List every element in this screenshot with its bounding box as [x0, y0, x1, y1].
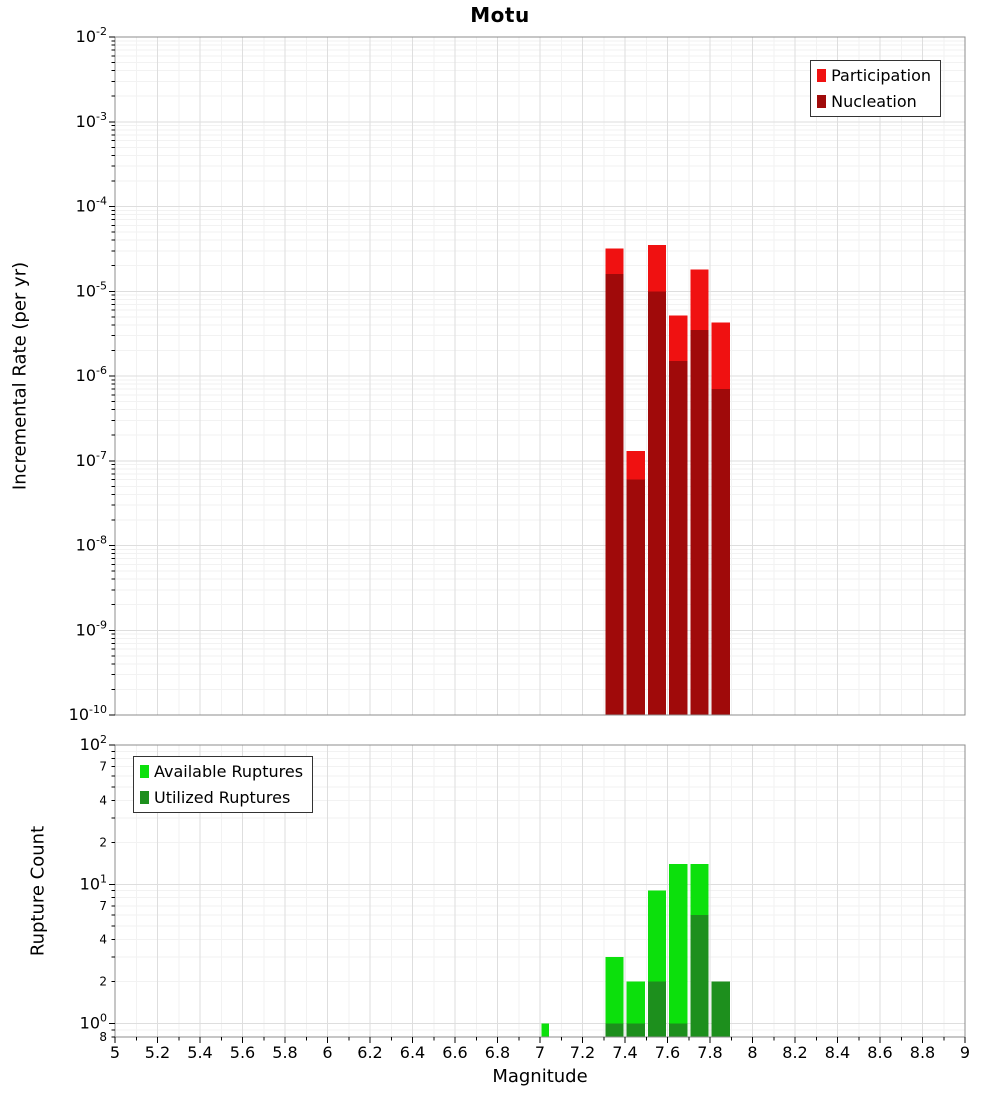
- legend-label: Utilized Ruptures: [154, 788, 291, 807]
- svg-text:5: 5: [110, 1043, 120, 1062]
- bar-utilized-ruptures: [669, 1023, 688, 1037]
- svg-text:10-2: 10-2: [76, 25, 107, 46]
- svg-text:8.4: 8.4: [825, 1043, 850, 1062]
- axis-tick-labels: 5 5.2 5.4 5.6 5.8 6 6.2 6.4 6.6 6.8 7 7.2 7.4 7.6 7.8 8…: [80, 733, 970, 1062]
- bar-utilized-ruptures: [605, 1023, 624, 1037]
- svg-text:6.2: 6.2: [357, 1043, 382, 1062]
- svg-text:8: 8: [747, 1043, 757, 1062]
- legend-label: Available Ruptures: [154, 762, 304, 781]
- legend-swatch-participation: [817, 69, 827, 82]
- svg-text:10-4: 10-4: [76, 195, 107, 216]
- legend-swatch-utilized-ruptures: [140, 791, 149, 804]
- svg-text:8.2: 8.2: [782, 1043, 807, 1062]
- bar-utilized-ruptures: [690, 915, 709, 1037]
- svg-text:2: 2: [99, 975, 107, 989]
- bar-available-ruptures: [605, 957, 624, 1037]
- grid-major: [115, 37, 965, 715]
- svg-text:2: 2: [99, 835, 107, 849]
- svg-text:8: 8: [99, 1030, 107, 1044]
- svg-text:10-5: 10-5: [76, 279, 107, 300]
- svg-text:6.8: 6.8: [485, 1043, 510, 1062]
- axis-tick-labels: 10-2 10-3 10-4 10-5 10-6 10-7 10-8 10-9 10-10: [69, 25, 107, 724]
- legend-item-participation: Participation: [817, 65, 931, 86]
- legend-swatch-nucleation: [817, 95, 827, 108]
- svg-text:7: 7: [99, 760, 107, 774]
- legend-item-nucleation: Nucleation: [817, 91, 931, 112]
- bar-utilized-ruptures: [711, 981, 730, 1037]
- svg-text:5.4: 5.4: [187, 1043, 212, 1062]
- rate-panel: 10-2 10-3 10-4 10-5 10-6 10-7 10-8 10-9 10-10: [69, 25, 966, 724]
- legend-label: Participation: [831, 66, 931, 85]
- series-nucleation: [605, 273, 730, 715]
- rate-legend: Participation Nucleation: [810, 60, 941, 117]
- svg-text:102: 102: [80, 733, 107, 754]
- svg-text:7.4: 7.4: [612, 1043, 637, 1062]
- x-axis-label: Magnitude: [492, 1066, 588, 1087]
- bar-nucleation: [626, 479, 645, 715]
- bar-available-ruptures: [541, 1023, 550, 1037]
- svg-text:4: 4: [99, 793, 107, 807]
- svg-text:7: 7: [99, 899, 107, 913]
- bar-utilized-ruptures: [647, 981, 666, 1037]
- axis-ticks: [109, 744, 966, 1043]
- svg-text:8.6: 8.6: [867, 1043, 892, 1062]
- svg-text:5.6: 5.6: [230, 1043, 255, 1062]
- svg-text:101: 101: [80, 872, 107, 893]
- svg-text:5.8: 5.8: [272, 1043, 297, 1062]
- svg-text:7: 7: [535, 1043, 545, 1062]
- legend-label: Nucleation: [831, 92, 917, 111]
- svg-text:10-3: 10-3: [76, 110, 107, 131]
- svg-text:6: 6: [322, 1043, 332, 1062]
- svg-text:7.2: 7.2: [570, 1043, 595, 1062]
- svg-text:7.8: 7.8: [697, 1043, 722, 1062]
- bar-nucleation: [605, 273, 624, 715]
- bar-available-ruptures: [626, 981, 645, 1037]
- svg-text:6.4: 6.4: [400, 1043, 425, 1062]
- grid-minor: [115, 745, 965, 1037]
- bar-nucleation: [669, 361, 688, 715]
- bar-nucleation: [647, 291, 666, 715]
- svg-text:10-8: 10-8: [76, 534, 107, 555]
- legend-swatch-available-ruptures: [140, 765, 149, 778]
- svg-text:100: 100: [80, 1012, 107, 1033]
- svg-text:6.6: 6.6: [442, 1043, 467, 1062]
- svg-text:10-7: 10-7: [76, 449, 107, 470]
- axis-ticks: [109, 36, 115, 716]
- svg-text:4: 4: [99, 933, 107, 947]
- svg-text:7.6: 7.6: [655, 1043, 680, 1062]
- chart-title: Motu: [470, 3, 530, 27]
- bar-available-ruptures: [669, 863, 688, 1037]
- svg-text:8.8: 8.8: [910, 1043, 935, 1062]
- legend-item-available-ruptures: Available Ruptures: [140, 761, 303, 782]
- count-legend: Available Ruptures Utilized Ruptures: [133, 756, 314, 813]
- bar-nucleation: [711, 389, 730, 715]
- bar-nucleation: [690, 329, 709, 715]
- svg-text:5.2: 5.2: [145, 1043, 170, 1062]
- legend-item-utilized-ruptures: Utilized Ruptures: [140, 787, 303, 808]
- svg-text:10-9: 10-9: [76, 618, 107, 639]
- svg-text:9: 9: [960, 1043, 970, 1062]
- svg-text:10-6: 10-6: [76, 364, 107, 385]
- series-utilized-ruptures: [605, 915, 730, 1037]
- svg-text:10-10: 10-10: [69, 703, 107, 724]
- bar-utilized-ruptures: [626, 1023, 645, 1037]
